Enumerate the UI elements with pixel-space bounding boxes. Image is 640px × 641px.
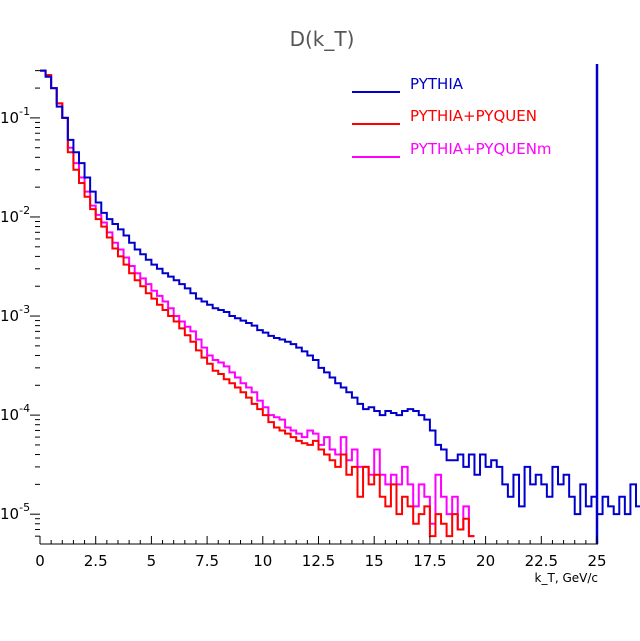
y-tick-label: 10-4 bbox=[0, 402, 30, 424]
legend-label-0: PYTHIA bbox=[410, 75, 464, 93]
legend-label-2: PYTHIA+PYQUENm bbox=[410, 140, 552, 158]
x-tick-label: 12.5 bbox=[302, 552, 335, 570]
y-tick-label: 10-3 bbox=[0, 303, 30, 325]
chart-title: D(k_T) bbox=[290, 27, 355, 51]
x-tick-label: 10 bbox=[253, 552, 272, 570]
x-tick-label: 7.5 bbox=[195, 552, 219, 570]
x-tick-label: 0 bbox=[35, 552, 45, 570]
x-tick-label: 17.5 bbox=[413, 552, 446, 570]
x-tick-label: 2.5 bbox=[84, 552, 108, 570]
y-tick-label: 10-5 bbox=[0, 501, 30, 523]
y-tick-label: 10-1 bbox=[0, 105, 30, 127]
series-line-1 bbox=[40, 69, 475, 538]
series-line-0 bbox=[40, 69, 640, 516]
x-tick-label: 25 bbox=[587, 552, 606, 570]
axes-layer: 0 2.5 5 7.5 10 12.5 15 17.5 20 22.5 25 10-1 10-2 10-3… bbox=[0, 64, 607, 570]
y-tick-label: 10-2 bbox=[0, 204, 30, 226]
legend: PYTHIA PYTHIA+PYQUEN PYTHIA+PYQUENm bbox=[352, 75, 552, 158]
series-layer bbox=[40, 69, 640, 538]
x-tick-label: 22.5 bbox=[525, 552, 558, 570]
x-tick-label: 5 bbox=[147, 552, 157, 570]
x-tick-label: 20 bbox=[476, 552, 495, 570]
legend-label-1: PYTHIA+PYQUEN bbox=[410, 107, 537, 125]
x-tick-label: 15 bbox=[365, 552, 384, 570]
x-axis-label: k_T, GeV/c bbox=[535, 571, 598, 585]
